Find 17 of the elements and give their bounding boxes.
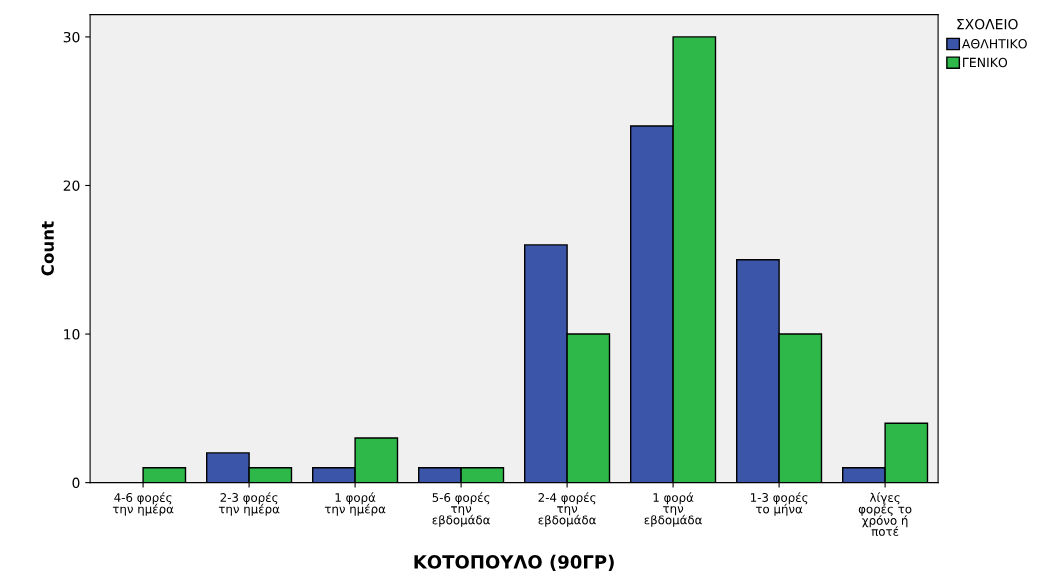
- x-tick-label: 2-4 φορές την εβδομάδα: [538, 492, 596, 527]
- x-tick-label: 1 φορά την εβδομάδα: [644, 492, 702, 527]
- y-tick-label: 30: [63, 31, 80, 43]
- x-axis-title: ΚΟΤΟΠΟΥΛΟ (90ΓΡ): [414, 554, 614, 571]
- x-tick-label: λίγες φορές το χρόνο ή ποτέ: [858, 492, 912, 536]
- y-tick-label: 0: [72, 477, 80, 489]
- x-tick-label: 5-6 φορές την εβδομάδα: [432, 492, 490, 527]
- x-tick-label: 1 φορά την ημέρα: [324, 492, 386, 516]
- x-tick-label: 4-6 φορές την ημέρα: [112, 492, 174, 516]
- legend-label: ΑΘΛΗΤΙΚΟ: [961, 38, 1027, 49]
- x-tick-label: 2-3 φορές την ημέρα: [218, 492, 280, 516]
- x-tick-label: 1-3 φορές το μήνα: [750, 492, 808, 516]
- y-tick-label: 20: [63, 180, 80, 191]
- y-axis-title: Count: [41, 221, 54, 276]
- y-tick-label: 10: [64, 329, 80, 340]
- legend-title: ΣΧΟΛΕΙΟ: [957, 18, 1018, 30]
- legend-label: ΓΕΝΙΚΟ: [963, 57, 1008, 68]
